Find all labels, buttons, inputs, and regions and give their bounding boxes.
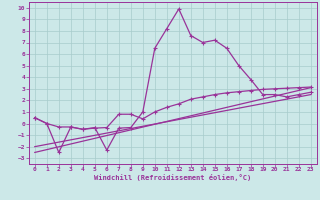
X-axis label: Windchill (Refroidissement éolien,°C): Windchill (Refroidissement éolien,°C) xyxy=(94,174,252,181)
